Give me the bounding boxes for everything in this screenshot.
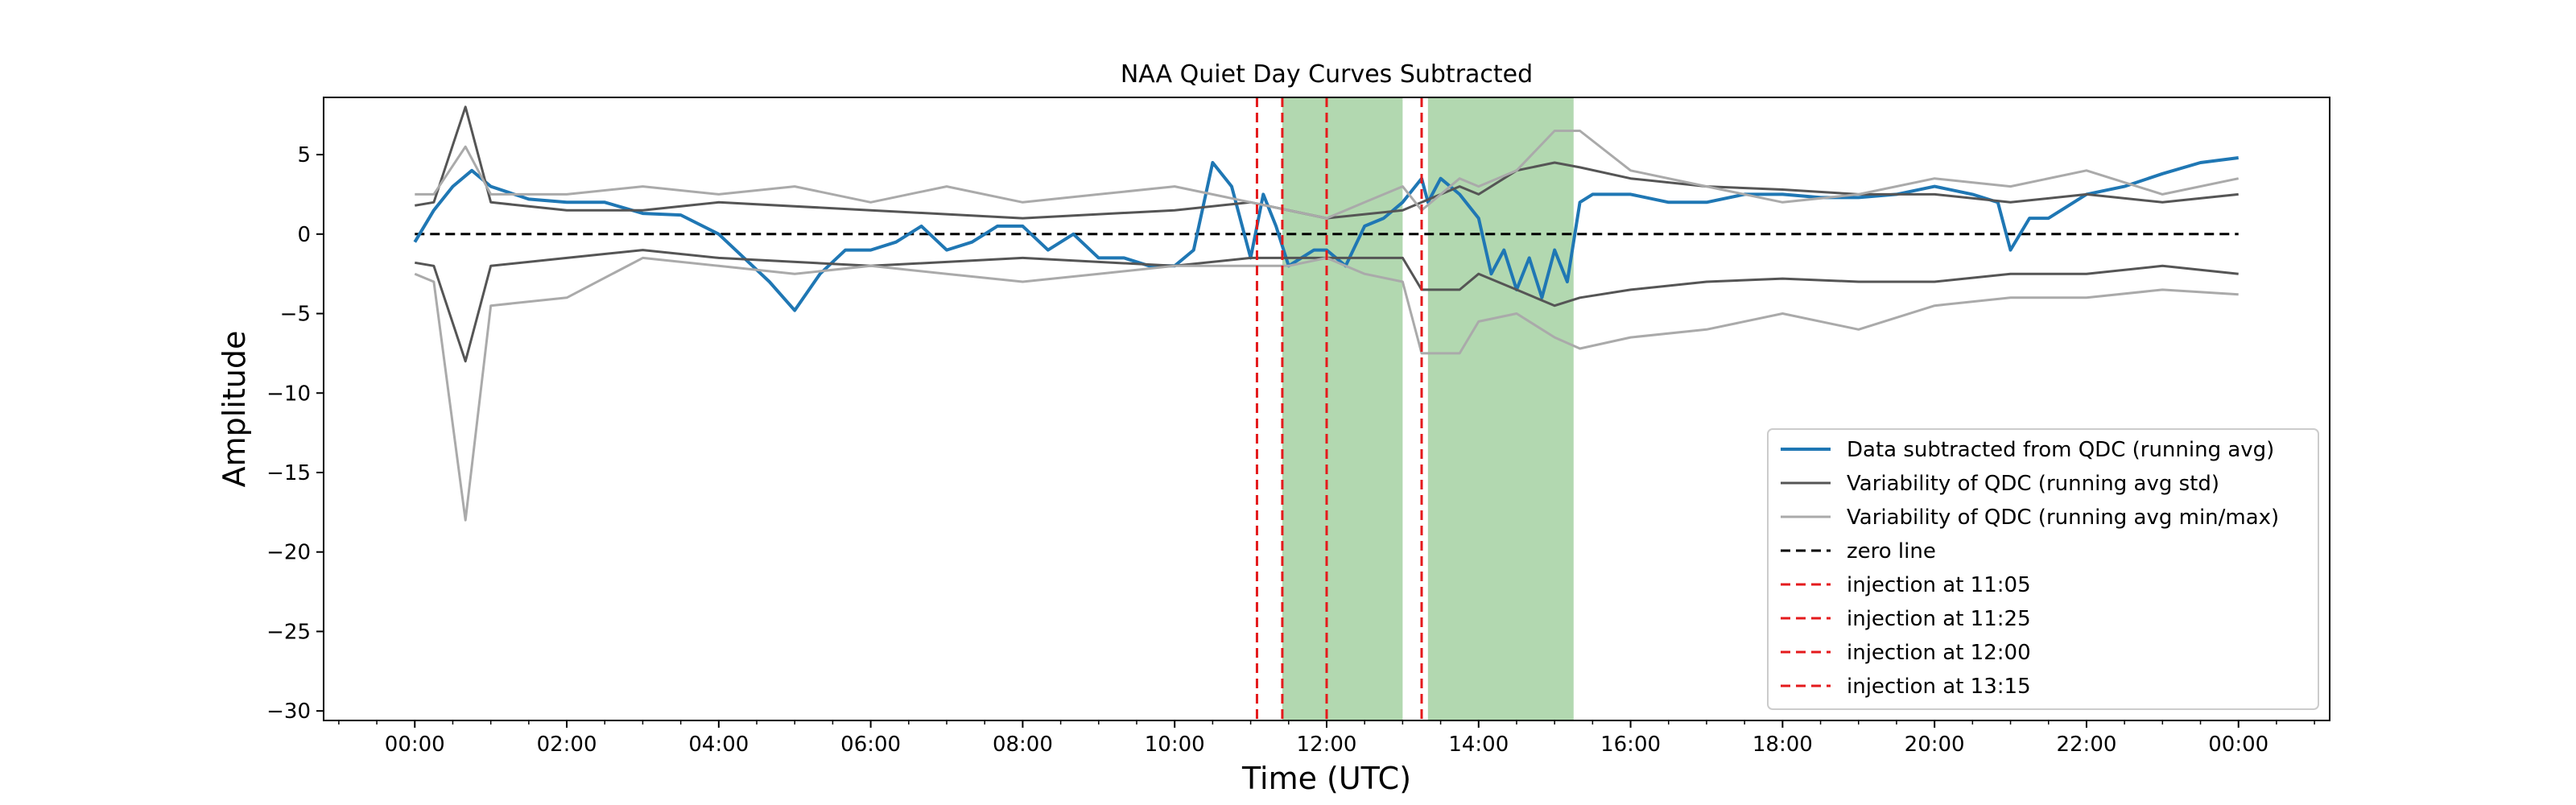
x-tick-label-1: 00:00 (385, 733, 445, 757)
y-tick-label-3: −5 (280, 303, 311, 327)
y-tick-label-1: 5 (297, 143, 311, 167)
x-tick-label-4: 06:00 (840, 733, 901, 757)
shaded-region-2 (1427, 97, 1574, 720)
ticks-layer: 00:00 02:00 04:00 06:00 08:00 10:00 12:00 14:00… (266, 143, 2315, 757)
y-tick-label-4: −10 (266, 382, 311, 406)
x-tick-label-5: 08:00 (993, 733, 1053, 757)
legend-label-3: Variability of QDC (running avg min/max) (1847, 506, 2279, 530)
series-line-1 (413, 156, 2239, 312)
plot-layer (413, 97, 2240, 720)
y-tick-label-8: −30 (266, 700, 311, 724)
series-line-4 (415, 130, 2240, 220)
legend-label-5: injection at 11:05 (1847, 573, 2031, 597)
x-tick-label-10: 18:00 (1752, 733, 1813, 757)
chart-title: NAA Quiet Day Curves Subtracted (1121, 60, 1533, 89)
x-tick-label-2: 02:00 (537, 733, 597, 757)
series-line-5 (414, 256, 2239, 522)
legend-label-8: injection at 13:15 (1847, 675, 2031, 699)
legend-label-2: Variability of QDC (running avg std) (1847, 472, 2219, 496)
y-tick-label-2: 0 (297, 223, 311, 247)
series-line-3 (415, 249, 2239, 363)
x-tick-label-3: 04:00 (688, 733, 749, 757)
x-axis-label: Time (UTC) (1241, 761, 1411, 796)
x-tick-label-12: 22:00 (2056, 733, 2116, 757)
x-tick-label-7: 12:00 (1297, 733, 1357, 757)
legend-label-4: zero line (1847, 539, 1936, 564)
shaded-region-1 (1282, 97, 1403, 720)
y-tick-label-6: −20 (266, 541, 311, 565)
x-tick-label-13: 00:00 (2208, 733, 2268, 757)
y-axis-label: Amplitude (217, 331, 252, 488)
x-tick-label-11: 20:00 (1905, 733, 1965, 757)
legend-box (1767, 428, 2319, 710)
x-tick-label-8: 14:00 (1448, 733, 1509, 757)
legend: Data subtracted from QDC (running avg) Va… (1767, 428, 2319, 710)
legend-label-1: Data subtracted from QDC (running avg) (1847, 438, 2274, 462)
x-tick-label-6: 10:00 (1145, 733, 1205, 757)
legend-label-7: injection at 12:00 (1847, 641, 2031, 665)
y-tick-label-5: −15 (266, 461, 311, 485)
legend-label-6: injection at 11:25 (1847, 607, 2031, 631)
x-tick-label-9: 16:00 (1600, 733, 1661, 757)
y-tick-label-7: −25 (266, 620, 311, 644)
